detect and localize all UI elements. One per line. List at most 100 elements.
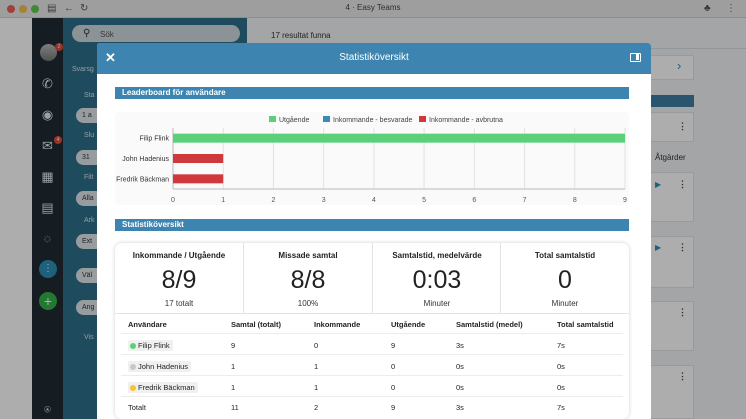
table-cell: 1: [231, 362, 236, 371]
more-icon[interactable]: ⋮: [678, 307, 687, 317]
column-header: Total samtalstid: [557, 320, 614, 329]
chat-icon[interactable]: ◉: [41, 107, 54, 122]
table-cell: 1: [314, 362, 319, 371]
dialpad-button[interactable]: ⋮: [39, 260, 57, 278]
user-chip[interactable]: Fredrik Bäckman: [128, 382, 198, 393]
modal-title: Statistiköversikt: [339, 52, 409, 63]
table-row-user[interactable]: Filip Flink: [128, 340, 173, 351]
legend-swatch: [323, 116, 330, 122]
search-placeholder: Sök: [100, 30, 114, 39]
x-tick-label: 3: [322, 197, 326, 204]
leaderboard-section-title: Leaderboard för användare: [115, 87, 629, 99]
x-tick-label: 0: [171, 197, 175, 204]
support-icon[interactable]: ⍟: [44, 404, 51, 416]
status-dot: [130, 363, 136, 370]
divider: [121, 396, 623, 397]
status-dot: [130, 342, 136, 349]
column-header: Inkommande: [314, 320, 361, 329]
kpi-value: 0: [558, 266, 572, 294]
sidebar-select-label: Väl: [82, 272, 93, 279]
statistics-modal: ✕ Statistiköversikt Leaderboard för anvä…: [97, 43, 651, 419]
menu-icon[interactable]: ⋮: [726, 3, 736, 14]
more-icon[interactable]: ⋮: [678, 242, 687, 252]
table-row-user[interactable]: John Hadenius: [128, 361, 192, 372]
more-icon[interactable]: ⋮: [678, 371, 687, 381]
statistics-card: Inkommande / Utgående 8/9 17 totalt Miss…: [115, 243, 629, 419]
kpi-incoming-outgoing: Inkommande / Utgående 8/9 17 totalt: [115, 243, 243, 313]
kpi-title: Total samtalstid: [534, 251, 596, 260]
user-chip[interactable]: John Hadenius: [128, 361, 192, 372]
sidebar-label: Svarsg: [72, 66, 94, 73]
bar-inkommande-avbrutna: [173, 174, 224, 184]
table-cell: 9: [391, 403, 396, 412]
result-card[interactable]: [650, 172, 694, 222]
table-cell: 9: [391, 341, 396, 350]
table-cell: 2: [314, 403, 319, 412]
x-tick-label: 4: [372, 197, 376, 204]
kpi-missed-calls: Missade samtal 8/8 100%: [244, 243, 372, 313]
kpi-title: Missade samtal: [278, 251, 338, 260]
statistics-section-title: Statistiköversikt: [115, 219, 629, 231]
table-row-user[interactable]: Fredrik Bäckman: [128, 382, 198, 393]
window-close-button[interactable]: [7, 5, 15, 13]
app-rail: 2 ✆ ◉ ✉ 4 ▦ ▤ ☼ ⋮ + ⍟: [32, 18, 63, 419]
status-dot: [130, 384, 136, 391]
table-cell: 1: [314, 383, 319, 392]
result-card[interactable]: [650, 236, 694, 288]
leaderboard-chart: 0 1 2 3 4 5 6 7 8 9 Filip Flink John Hadenius Fredri…: [115, 112, 629, 205]
sidebar-toggle-icon[interactable]: ▤: [47, 3, 57, 14]
divider: [500, 243, 501, 313]
search-input[interactable]: [72, 25, 240, 42]
plus-icon: +: [43, 293, 53, 309]
legend-label: Inkommande - avbrutna: [429, 117, 503, 124]
x-tick-label: 9: [623, 197, 627, 204]
avatar[interactable]: [40, 44, 57, 61]
bar-utg-ende: [173, 133, 625, 143]
y-category-label: Fredrik Bäckman: [116, 176, 169, 183]
legend-label: Utgående: [279, 116, 309, 124]
user-chip[interactable]: Filip Flink: [128, 340, 173, 351]
column-header: Användare: [128, 320, 167, 329]
calendar-icon[interactable]: ▦: [41, 169, 54, 184]
y-category-label: Filip Flink: [139, 136, 169, 143]
clipboard-icon[interactable]: ▤: [41, 200, 54, 215]
divider: [115, 313, 629, 314]
table-cell: 3s: [456, 341, 464, 350]
user-name: John Hadenius: [138, 362, 189, 371]
headset-icon[interactable]: ☼: [41, 230, 54, 245]
expand-panel-icon[interactable]: [630, 53, 641, 62]
result-card[interactable]: [650, 55, 694, 80]
chevron-right-icon[interactable]: ›: [677, 58, 682, 73]
more-icon[interactable]: ⋮: [678, 179, 687, 189]
table-cell: 0s: [557, 383, 565, 392]
window-zoom-button[interactable]: [31, 5, 39, 13]
column-header: Samtal (totalt): [231, 320, 282, 329]
dialpad-icon: ⋮: [43, 263, 53, 274]
more-icon[interactable]: ⋮: [678, 121, 687, 131]
legend-label: Inkommande - besvarade: [333, 117, 412, 124]
x-tick-label: 6: [472, 197, 476, 204]
kpi-value: 8/9: [161, 266, 197, 294]
extensions-icon[interactable]: ♣: [704, 3, 711, 14]
kpi-subtitle: Minuter: [423, 299, 451, 308]
play-icon[interactable]: ▶: [655, 243, 662, 252]
mail-icon[interactable]: ✉: [42, 138, 53, 153]
table-cell: 7s: [557, 403, 565, 412]
phone-icon[interactable]: ✆: [42, 76, 53, 91]
search-icon: ⚲: [83, 28, 91, 39]
x-tick-label: 2: [271, 197, 275, 204]
add-button[interactable]: +: [39, 292, 57, 310]
window-minimize-button[interactable]: [19, 5, 27, 13]
kpi-subtitle: Minuter: [551, 299, 579, 308]
back-arrow-icon[interactable]: ←: [64, 3, 74, 14]
result-card[interactable]: [650, 301, 694, 351]
divider: [121, 375, 623, 376]
x-tick-label: 5: [422, 197, 426, 204]
result-count: 17 resultat funna: [271, 31, 331, 40]
play-icon[interactable]: ▶: [655, 180, 662, 189]
result-card[interactable]: [650, 365, 694, 419]
kpi-value: 0:03: [412, 266, 462, 294]
close-icon[interactable]: ✕: [105, 50, 116, 65]
reload-icon[interactable]: ↻: [80, 3, 89, 14]
sidebar-label: Filt: [84, 174, 94, 181]
